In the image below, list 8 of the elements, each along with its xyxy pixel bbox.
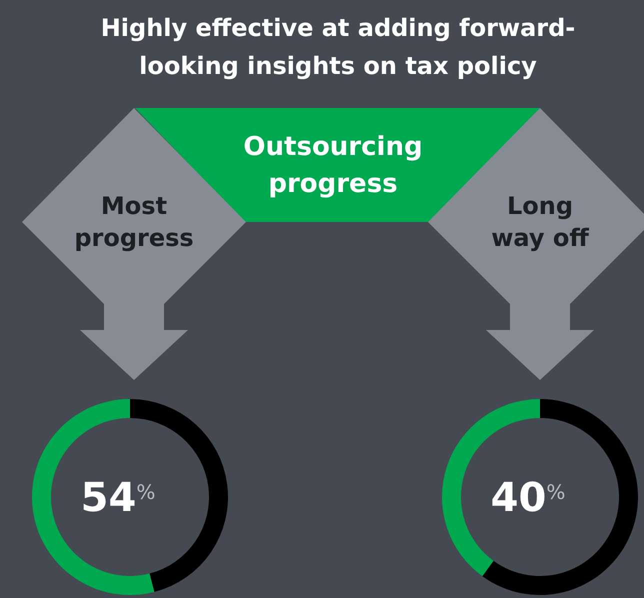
chart-title: Most progress [74,192,194,252]
data-label: 54$^{%}$ [80,475,156,521]
text: Highly effective at adding forward-looking insights on tax policy [100,14,576,80]
data-label: 40$^{%}$ [490,475,566,521]
donut-slice [32,399,154,595]
chart-title: Long way off [491,192,590,252]
text: Outsourcing progress [243,132,423,199]
donut-slice [482,399,638,595]
